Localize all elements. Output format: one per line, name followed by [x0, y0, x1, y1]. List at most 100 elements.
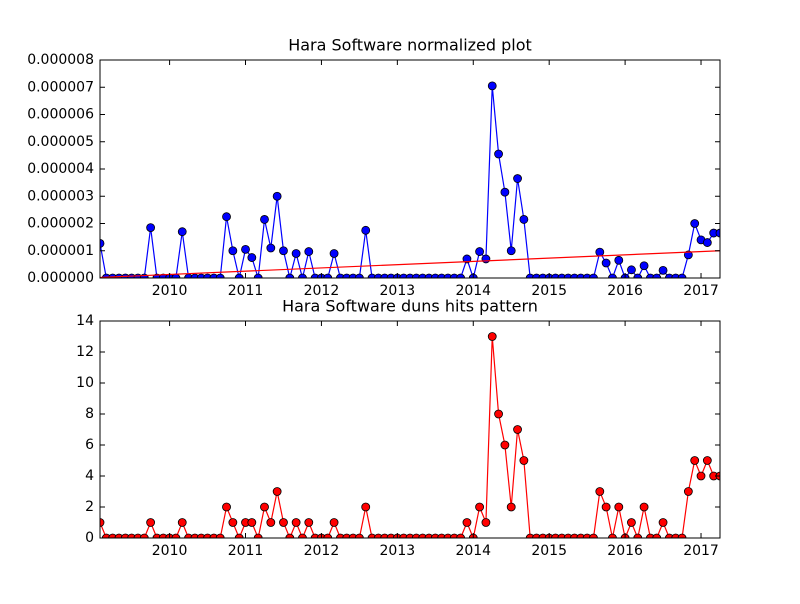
- data-point: [500, 187, 510, 197]
- data-point: [354, 273, 364, 278]
- data-point: [646, 273, 655, 278]
- data-point: [329, 518, 339, 527]
- x-tick-label: 2017: [683, 283, 719, 299]
- data-point: [100, 518, 105, 527]
- data-point: [633, 533, 643, 538]
- x-tick-label: 2014: [455, 283, 491, 299]
- data-point: [279, 518, 288, 527]
- data-point: [449, 273, 459, 278]
- data-point: [683, 250, 693, 260]
- x-tick-label: 2012: [304, 283, 340, 299]
- data-point: [608, 273, 617, 278]
- data-point: [570, 533, 579, 538]
- data-point: [373, 533, 383, 538]
- data-point: [614, 255, 624, 265]
- data-point: [342, 533, 352, 538]
- data-point: [158, 533, 168, 538]
- data-point: [715, 228, 720, 238]
- data-point: [253, 273, 263, 278]
- x-tick-label: 2016: [607, 543, 643, 559]
- data-point: [152, 533, 162, 538]
- chart-title: Hara Software normalized plot: [288, 36, 532, 55]
- data-point: [171, 533, 181, 538]
- data-point: [285, 533, 295, 538]
- data-point: [127, 533, 137, 538]
- x-tick-label: 2014: [455, 543, 491, 559]
- data-point: [424, 273, 434, 278]
- y-tick-label: 0.000003: [27, 188, 94, 204]
- y-tick-label: 0.000000: [27, 270, 94, 286]
- data-point: [260, 502, 269, 512]
- data-point: [196, 273, 206, 278]
- data-point: [146, 223, 156, 232]
- data-point: [247, 518, 257, 527]
- data-point: [614, 502, 624, 512]
- data-point: [310, 273, 320, 278]
- data-point: [664, 533, 674, 538]
- data-point: [557, 533, 567, 538]
- y-tick-label: 0.000002: [27, 216, 94, 232]
- data-point: [475, 502, 484, 512]
- data-point: [203, 273, 212, 278]
- x-tick-label: 2015: [531, 543, 567, 559]
- data-point: [513, 425, 522, 434]
- data-point: [108, 533, 118, 538]
- data-point: [209, 273, 219, 278]
- data-point: [323, 273, 333, 278]
- data-point: [190, 533, 200, 538]
- data-point: [241, 244, 250, 254]
- data-point: [639, 502, 649, 512]
- y-tick-label: 2: [85, 499, 94, 515]
- data-point: [285, 273, 295, 278]
- data-point: [411, 273, 421, 278]
- data-point: [525, 273, 535, 278]
- data-point: [601, 502, 611, 512]
- data-point: [304, 518, 314, 527]
- series-line: [100, 336, 720, 538]
- data-point: [380, 273, 390, 278]
- data-point: [310, 533, 320, 538]
- data-point: [595, 247, 605, 257]
- data-point: [418, 533, 428, 538]
- data-point: [228, 246, 238, 256]
- y-tick-label: 0.000007: [27, 79, 94, 95]
- data-point: [336, 273, 345, 278]
- axes: Hara Software normalized plot 2010 2011 201…: [27, 36, 721, 299]
- data-point: [494, 149, 503, 159]
- data-point: [348, 533, 358, 538]
- y-tick-label: 0.000005: [27, 134, 94, 150]
- data-point: [506, 246, 516, 256]
- data-point: [677, 533, 687, 538]
- data-point: [222, 502, 231, 512]
- chart-title: Hara Software duns hits pattern: [282, 297, 538, 316]
- data-point: [215, 273, 225, 278]
- data-point: [411, 533, 421, 538]
- data-point: [658, 518, 668, 527]
- data-point: [690, 219, 700, 228]
- data-point: [702, 238, 712, 247]
- data-point: [380, 533, 390, 538]
- data-point: [506, 502, 516, 512]
- data-point: [234, 533, 244, 538]
- data-point: [551, 273, 560, 278]
- x-tick-label: 2012: [304, 543, 340, 559]
- data-point: [658, 265, 668, 275]
- data-point: [298, 533, 307, 538]
- x-tick-label: 2013: [380, 543, 416, 559]
- data-point: [399, 533, 409, 538]
- data-point: [595, 487, 605, 496]
- data-point: [342, 273, 352, 278]
- data-point: [304, 247, 314, 256]
- data-point: [601, 258, 611, 268]
- axes-frame: [99, 320, 721, 539]
- x-tick-label: 2011: [228, 283, 264, 299]
- data-point: [563, 533, 573, 538]
- y-tick-label: 10: [76, 375, 94, 391]
- x-tick-label: 2011: [228, 543, 264, 559]
- data-point: [627, 518, 636, 527]
- y-tick-label: 12: [76, 344, 94, 360]
- data-point: [576, 533, 586, 538]
- data-point: [291, 518, 301, 527]
- y-tick-label: 14: [76, 313, 94, 329]
